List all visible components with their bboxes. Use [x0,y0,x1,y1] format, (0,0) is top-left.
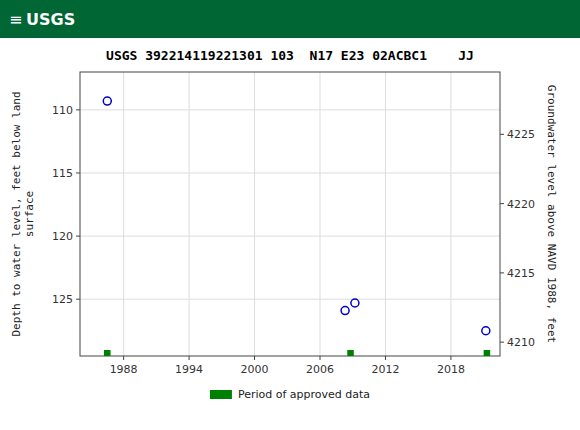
tick-x [320,356,321,360]
tick-y2 [500,134,504,135]
tick-y [76,299,80,300]
tick-label-y: 110 [52,104,73,117]
tick-x [189,356,190,360]
grid-line-y [80,236,500,237]
grid-line-y [80,299,500,300]
tick-x [450,356,451,360]
tick-label-x: 2018 [437,363,465,376]
grid-line-x [450,72,451,356]
data-point [351,299,359,307]
data [103,97,490,356]
grid-line-y [80,172,500,173]
data-point [103,97,111,105]
header-text: USGS [26,10,75,29]
legend: Period of approved data [210,388,370,401]
axis-label-y: Depth to water level, feet below landsur… [10,91,36,336]
tick-y2 [500,342,504,343]
tick-y2 [500,272,504,273]
grid-line-x [320,72,321,356]
grid-line-x [385,72,386,356]
axes: 1988 1994 2000 2006 2012 2018 110 115 120 125 4210… [52,104,535,376]
tick-label-x: 2012 [371,363,399,376]
grid-line-x [123,72,124,356]
tick-x [385,356,386,360]
tick-y [76,109,80,110]
grid-line-y [80,109,500,110]
approved-period [484,350,491,356]
chart: ≡USGS USGS 392214119221301 103 N17 E23 02… [0,0,580,430]
grid-line-x [254,72,255,356]
axis-label-y2: Groundwater level above NAVD 1988, feet [545,85,558,343]
tick-label-y2: 4225 [507,128,535,141]
tick-label-y: 120 [52,230,73,243]
legend-swatch [210,390,232,399]
tick-x [123,356,124,360]
tick-label-x: 1988 [110,363,138,376]
tick-y [76,172,80,173]
tick-label-x: 2006 [306,363,334,376]
legend-label: Period of approved data [238,388,370,401]
tick-label-y: 115 [52,167,73,180]
data-point [341,307,349,315]
tick-label-y2: 4220 [507,198,535,211]
approved-period [347,350,354,356]
grid [80,72,500,356]
tick-label-y: 125 [52,293,73,306]
plot-frame [80,72,500,356]
tick-y2 [500,203,504,204]
tick-label-y2: 4210 [507,336,535,349]
tick-y [76,236,80,237]
tick-label-x: 1994 [175,363,203,376]
tick-label-y2: 4215 [507,267,535,280]
data-point [482,327,490,335]
tick-label-x: 2000 [241,363,269,376]
grid-line-x [189,72,190,356]
title: USGS 392214119221301 103 N17 E23 02ACBC1… [106,48,474,63]
tick-x [254,356,255,360]
header-bar [0,0,580,38]
header-icon: ≡ [9,10,22,29]
approved-period [104,350,111,356]
